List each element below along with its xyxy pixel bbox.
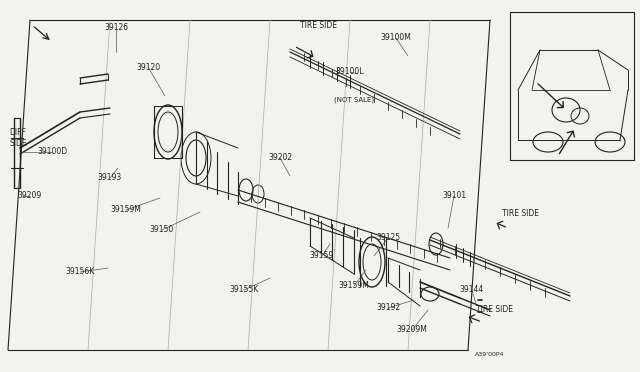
Text: (NOT SALE): (NOT SALE) — [334, 97, 374, 103]
Text: 39125: 39125 — [376, 234, 400, 243]
Text: 39100M: 39100M — [381, 33, 412, 42]
Text: 39144: 39144 — [460, 285, 484, 295]
Text: 39100D: 39100D — [37, 148, 67, 157]
Text: 39120: 39120 — [136, 62, 160, 71]
Text: 39126: 39126 — [104, 23, 128, 32]
Text: 39101: 39101 — [442, 192, 466, 201]
Text: A39'00P4: A39'00P4 — [476, 352, 505, 356]
Text: 39209M: 39209M — [397, 326, 428, 334]
Text: 39202: 39202 — [268, 154, 292, 163]
Text: 39156K: 39156K — [65, 267, 95, 276]
Text: 39193: 39193 — [98, 173, 122, 183]
Text: 39159M: 39159M — [111, 205, 141, 215]
Text: 39192: 39192 — [376, 304, 400, 312]
Text: DIFF
SIDE: DIFF SIDE — [9, 128, 27, 148]
Text: TIRE SIDE: TIRE SIDE — [476, 305, 513, 314]
Text: 39159: 39159 — [310, 251, 334, 260]
Text: 39150: 39150 — [150, 225, 174, 234]
Text: 39100L: 39100L — [336, 67, 364, 77]
Text: 39155K: 39155K — [229, 285, 259, 295]
Text: 39159M: 39159M — [339, 282, 369, 291]
Text: TIRE SIDE: TIRE SIDE — [300, 22, 337, 31]
Text: TIRE SIDE: TIRE SIDE — [502, 209, 539, 218]
Text: 39209: 39209 — [18, 192, 42, 201]
